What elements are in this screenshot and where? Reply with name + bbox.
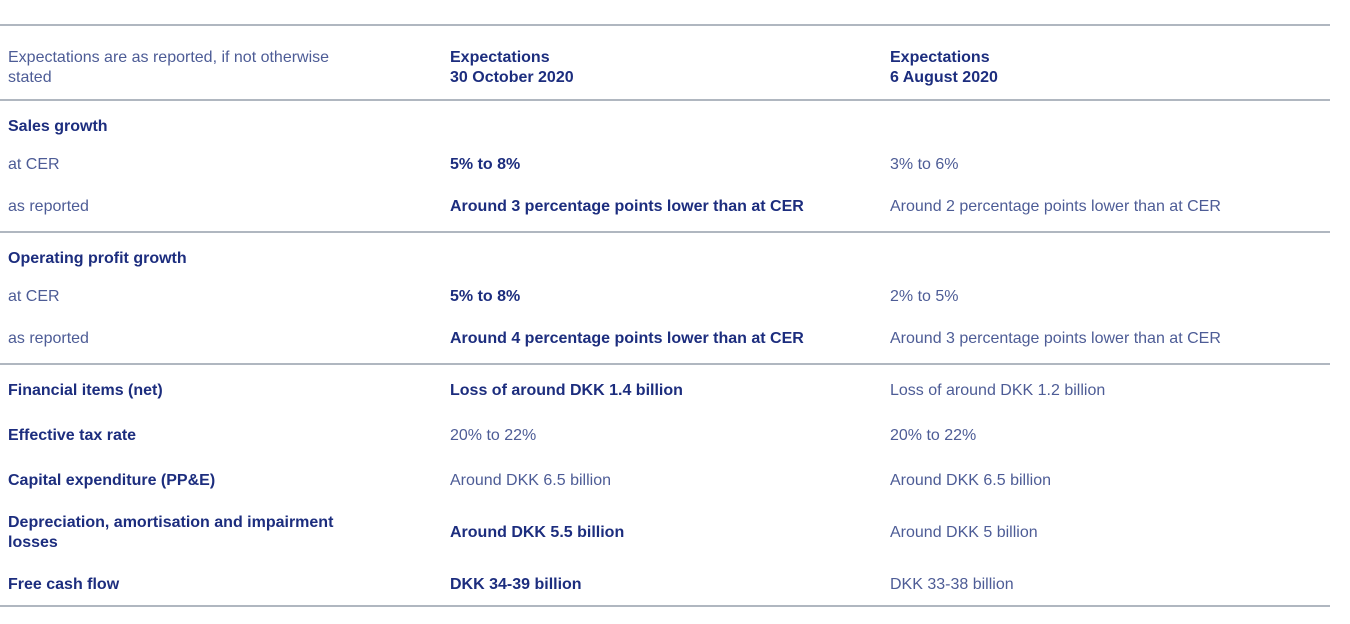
table-row: Effective tax rate 20% to 22% 20% to 22% (0, 401, 1330, 446)
row-value-previous: Around DKK 5 billion (890, 524, 1038, 541)
row-value-previous: Around DKK 6.5 billion (890, 472, 1051, 489)
table-row: at CER 5% to 8% 3% to 6% (0, 137, 1330, 175)
row-value-previous: Loss of around DKK 1.2 billion (890, 382, 1106, 399)
row-label: Free cash flow (8, 576, 120, 593)
table-row: as reported Around 4 percentage points l… (0, 307, 1330, 365)
row-label: at CER (8, 288, 60, 305)
row-value-current: Loss of around DKK 1.4 billion (450, 382, 683, 399)
row-value-current: Around 3 percentage points lower than at… (450, 198, 804, 215)
row-value-previous: 20% to 22% (890, 427, 977, 444)
table-row: at CER 5% to 8% 2% to 5% (0, 269, 1330, 307)
row-label: Financial items (net) (8, 382, 163, 399)
row-label: at CER (8, 156, 60, 173)
row-value-current: Around DKK 6.5 billion (450, 472, 611, 489)
header-note: Expectations are as reported, if not oth… (8, 49, 330, 86)
row-label: Sales growth (8, 118, 108, 135)
table-row: Financial items (net) Loss of around DKK… (0, 365, 1330, 401)
row-value-current: DKK 34-39 billion (450, 576, 582, 593)
row-label: Depreciation, amortisation and impairmen… (8, 514, 334, 551)
header-column-current: Expectations 30 October 2020 (450, 49, 574, 86)
row-value-previous: 2% to 5% (890, 288, 959, 305)
row-label: Operating profit growth (8, 250, 187, 267)
table-row: Depreciation, amortisation and impairmen… (0, 491, 1330, 553)
table-row: Operating profit growth (0, 233, 1330, 269)
row-value-current: 5% to 8% (450, 288, 521, 305)
table-row: Sales growth (0, 101, 1330, 137)
row-value-current: Around 4 percentage points lower than at… (450, 330, 804, 347)
table-header-row: Expectations are as reported, if not oth… (0, 26, 1330, 101)
row-value-previous: Around 3 percentage points lower than at… (890, 330, 1221, 347)
table-row: as reported Around 3 percentage points l… (0, 175, 1330, 233)
row-value-previous: DKK 33-38 billion (890, 576, 1014, 593)
row-label: Capital expenditure (PP&E) (8, 472, 216, 489)
table-row: Capital expenditure (PP&E) Around DKK 6.… (0, 446, 1330, 491)
table-row: Free cash flow DKK 34-39 billion DKK 33-… (0, 553, 1330, 607)
table-body: Sales growth at CER 5% to 8% 3% to 6% as… (0, 101, 1330, 607)
row-label: as reported (8, 330, 89, 347)
row-value-current: Around DKK 5.5 billion (450, 524, 625, 541)
header-column-previous: Expectations 6 August 2020 (890, 49, 998, 86)
financial-outlook-table: Expectations are as reported, if not oth… (0, 24, 1330, 607)
row-value-previous: 3% to 6% (890, 156, 959, 173)
row-value-current: 20% to 22% (450, 427, 537, 444)
row-label: Effective tax rate (8, 427, 137, 444)
row-value-previous: Around 2 percentage points lower than at… (890, 198, 1221, 215)
row-value-current: 5% to 8% (450, 156, 521, 173)
row-label: as reported (8, 198, 89, 215)
